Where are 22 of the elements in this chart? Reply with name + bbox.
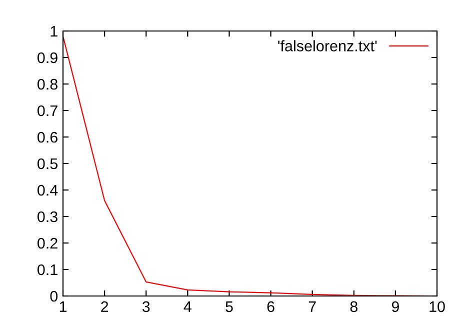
x-tick-label: 9 — [392, 301, 399, 312]
x-tick-label: 1 — [60, 301, 67, 312]
y-tick-label: 0.6 — [38, 132, 58, 143]
y-tick-label: 1 — [50, 26, 58, 37]
y-tick-label: 0.7 — [38, 105, 58, 116]
x-tick-label: 10 — [430, 301, 445, 312]
y-tick-label: 0.4 — [38, 184, 58, 196]
y-tick-label: 0.5 — [38, 158, 58, 170]
x-tick-label: 5 — [226, 301, 233, 312]
x-tick-label: 7 — [308, 301, 316, 312]
x-tick-label: 3 — [142, 301, 150, 312]
y-tick-label: 0.9 — [38, 52, 58, 64]
x-tick-label: 8 — [350, 301, 358, 312]
legend-label: 'falselorenz.txt' — [278, 40, 377, 52]
x-tick-label: 2 — [101, 301, 108, 312]
y-tick-label: 0 — [50, 290, 58, 302]
x-tick-label: 6 — [267, 301, 274, 312]
y-tick-label: 0.8 — [38, 78, 58, 90]
y-tick-label: 0.2 — [38, 238, 58, 249]
x-tick-label: 4 — [184, 301, 192, 312]
y-tick-label: 0.1 — [38, 264, 58, 276]
y-tick-label: 0.3 — [38, 211, 58, 222]
